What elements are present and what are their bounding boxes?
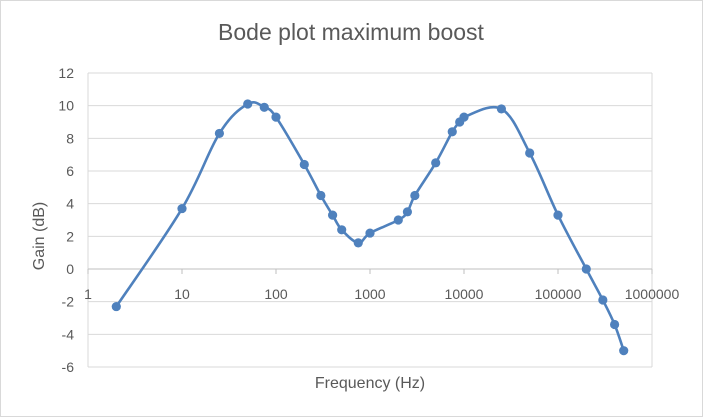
y-tick-label: 8 bbox=[66, 130, 74, 146]
data-point bbox=[327, 210, 338, 220]
data-point bbox=[402, 207, 413, 217]
y-tick-label: 0 bbox=[66, 261, 74, 277]
y-tick-label: 12 bbox=[58, 65, 74, 81]
x-tick-label: 1 bbox=[84, 286, 92, 302]
data-point bbox=[316, 190, 326, 201]
data-point bbox=[353, 238, 363, 248]
data-point bbox=[365, 228, 375, 238]
data-point bbox=[214, 128, 225, 139]
y-tick-label: 10 bbox=[58, 98, 74, 114]
x-tick-label: 100 bbox=[264, 286, 288, 302]
data-point bbox=[598, 295, 608, 305]
x-tick-label: 10 bbox=[174, 286, 190, 302]
data-point bbox=[337, 225, 347, 235]
data-point bbox=[525, 148, 535, 158]
chart-title: Bode plot maximum boost bbox=[218, 19, 485, 45]
data-point bbox=[111, 301, 121, 312]
x-tick-label: 100000 bbox=[535, 286, 582, 302]
data-point bbox=[447, 127, 457, 137]
data-point bbox=[271, 112, 281, 122]
data-points bbox=[111, 99, 629, 356]
y-tick-label: 4 bbox=[66, 196, 74, 212]
data-point bbox=[431, 158, 441, 168]
data-point bbox=[619, 346, 629, 356]
y-tick-labels: -6 -4 -2 0 2 4 6 8 10 12 bbox=[58, 65, 74, 375]
y-axis-label: Gain (dB) bbox=[31, 202, 48, 270]
data-point bbox=[459, 112, 469, 122]
data-point bbox=[393, 215, 403, 225]
y-tick-label: -2 bbox=[62, 294, 75, 310]
data-point bbox=[410, 190, 420, 201]
gridlines bbox=[87, 72, 653, 368]
x-axis-label: Frequency (Hz) bbox=[315, 375, 425, 392]
data-point bbox=[496, 104, 507, 114]
y-tick-label: 6 bbox=[66, 163, 74, 179]
y-tick-label: -6 bbox=[62, 359, 75, 375]
x-tick-labels: 1 10 100 1000 10000 100000 1000000 bbox=[84, 286, 679, 302]
x-tick-label: 1000 bbox=[354, 286, 385, 302]
data-point bbox=[581, 264, 591, 274]
data-point bbox=[177, 203, 187, 214]
data-point bbox=[243, 99, 253, 109]
x-tick-label: 1000000 bbox=[625, 286, 680, 302]
data-point bbox=[609, 319, 620, 330]
x-tick-label: 10000 bbox=[445, 286, 484, 302]
y-tick-label: -4 bbox=[62, 326, 75, 342]
data-point bbox=[553, 210, 563, 220]
data-point bbox=[259, 102, 269, 112]
series-line bbox=[114, 100, 626, 352]
data-point bbox=[299, 159, 309, 170]
y-tick-label: 2 bbox=[66, 228, 74, 244]
